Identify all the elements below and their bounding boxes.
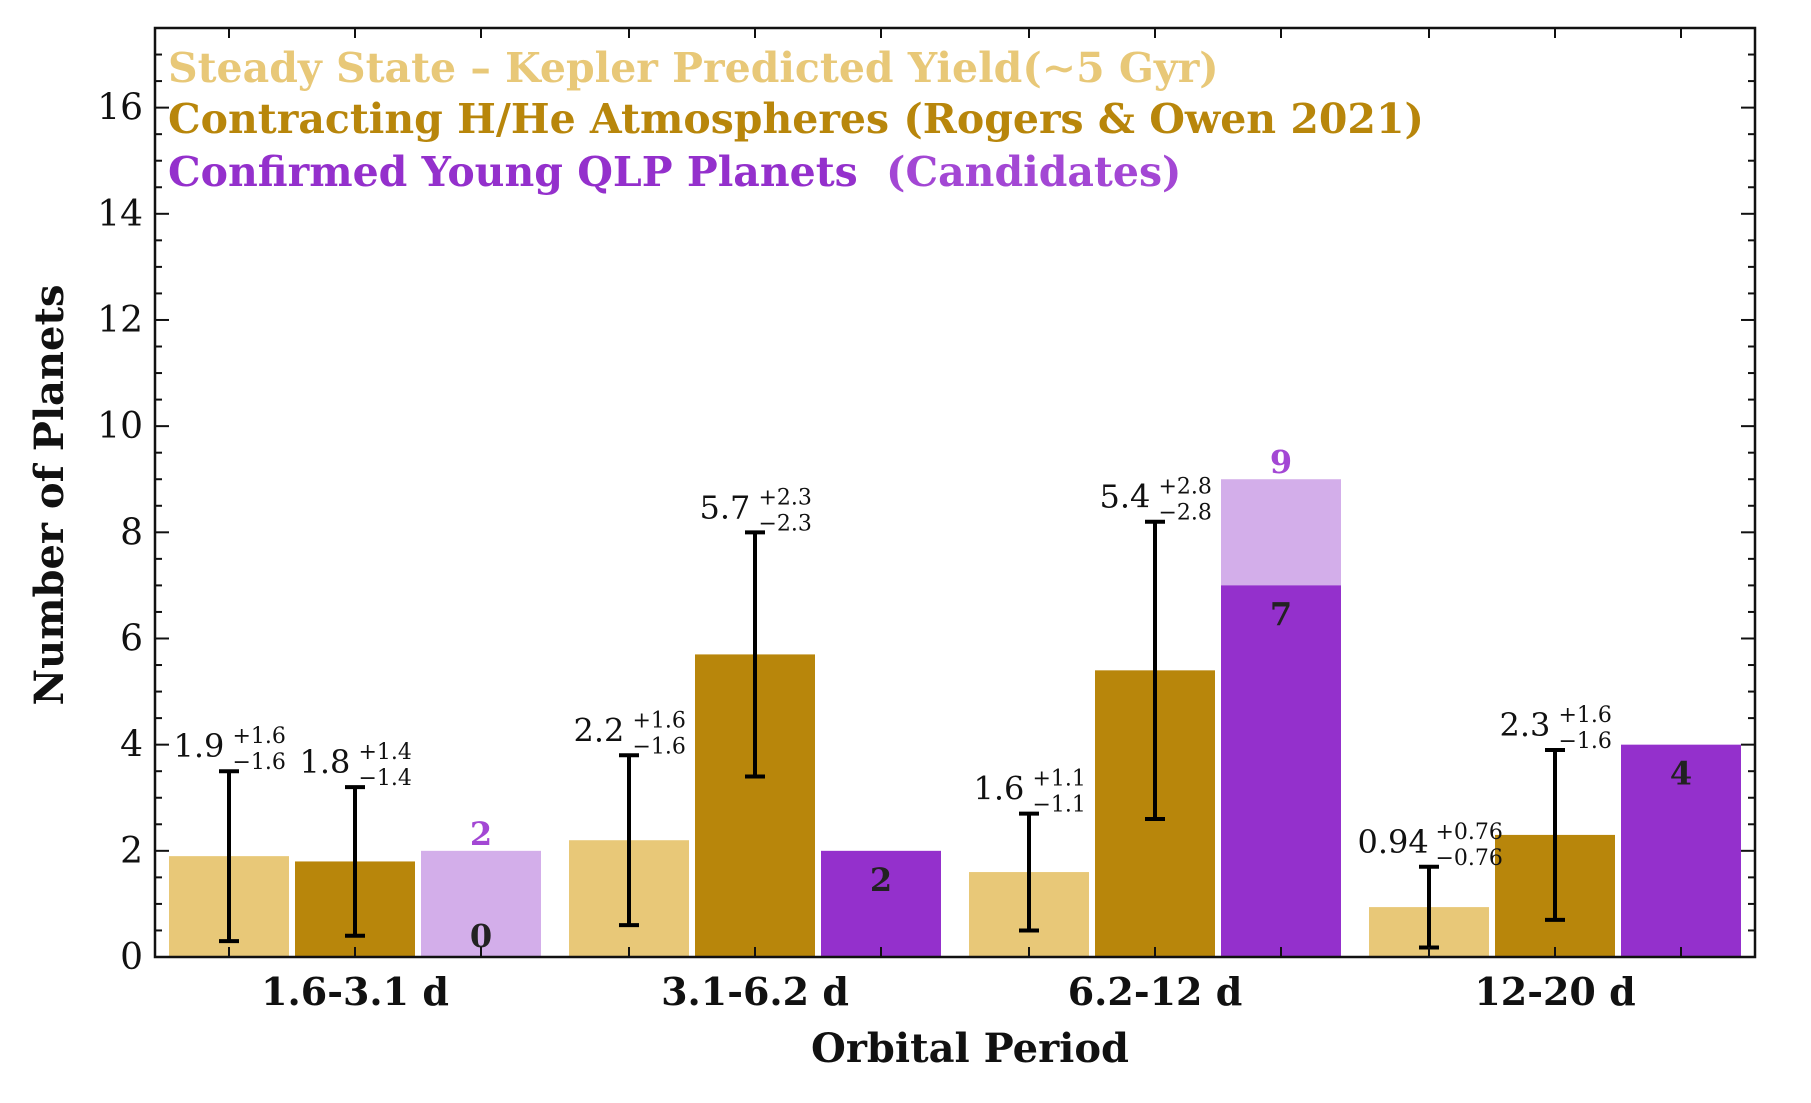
error-bars-layer: [219, 519, 1565, 950]
error-label-contracting-2: 5.4: [1100, 478, 1151, 516]
error-label-contracting-0: 1.8: [300, 743, 351, 781]
y-tick-label-2: 2: [120, 831, 143, 872]
x-axis-title: Orbital Period: [811, 1025, 1129, 1072]
y-tick-label-16: 16: [97, 88, 143, 129]
error-label-plus-contracting-3: +1.6: [1559, 703, 1612, 728]
legend-entry-steady-state: Steady State – Kepler Predicted Yield(∼5…: [168, 44, 1219, 92]
legend: Steady State – Kepler Predicted Yield(∼5…: [168, 44, 1424, 196]
y-tick-label-6: 6: [120, 618, 143, 659]
error-label-steady-3: 0.94: [1358, 823, 1429, 861]
plot-frame: [153, 26, 1757, 959]
count-label-confirmed-3: 4: [1670, 755, 1692, 793]
error-label-plus-steady-3: +0.76: [1436, 820, 1503, 845]
x-tick-label-2: 6.2-12 d: [1068, 969, 1243, 1014]
bars-layer: [169, 479, 1741, 957]
error-label-plus-contracting-2: +2.8: [1159, 475, 1212, 500]
error-label-contracting-3: 2.3: [1500, 706, 1551, 744]
error-label-plus-steady-1: +1.6: [633, 708, 686, 733]
count-label-confirmed-2: 7: [1270, 595, 1292, 633]
error-label-plus-steady-0: +1.6: [233, 724, 286, 749]
error-label-minus-contracting-3: −1.6: [1559, 729, 1612, 754]
y-tick-label-8: 8: [120, 512, 143, 553]
y-tick-label-14: 14: [97, 194, 143, 235]
count-label-confirmed-1: 2: [870, 861, 892, 899]
error-label-minus-steady-3: −0.76: [1436, 846, 1503, 871]
bar-confirmed-1: [821, 850, 941, 957]
error-label-minus-steady-0: −1.6: [233, 750, 286, 775]
x-tick-label-3: 12-20 d: [1474, 969, 1635, 1014]
y-tick-label-0: 0: [120, 937, 143, 978]
x-tick-label-1: 3.1-6.2 d: [661, 969, 849, 1014]
error-label-contracting-1: 5.7: [700, 488, 751, 526]
legend-entry-candidates-label: (Candidates): [886, 148, 1181, 196]
error-label-minus-contracting-1: −2.3: [759, 511, 812, 536]
x-tick-label-0: 1.6-3.1 d: [261, 969, 449, 1014]
bar-confirmed-2: [1221, 585, 1341, 957]
legend-entry-confirmed: Confirmed Young QLP Planets (Candidates): [168, 148, 1181, 196]
error-label-steady-1: 2.2: [574, 711, 625, 749]
error-label-minus-steady-1: −1.6: [633, 734, 686, 759]
count-label-candidates-0: 2: [470, 815, 492, 853]
error-label-steady-2: 1.6: [974, 770, 1025, 808]
error-label-minus-steady-2: −1.1: [1033, 793, 1086, 818]
y-tick-label-4: 4: [120, 725, 143, 766]
count-label-confirmed-0: 0: [470, 917, 492, 955]
error-label-steady-0: 1.9: [174, 727, 225, 765]
error-label-minus-contracting-2: −2.8: [1159, 501, 1212, 526]
bar-confirmed-3: [1621, 744, 1741, 957]
error-label-plus-steady-2: +1.1: [1033, 767, 1086, 792]
y-tick-label-10: 10: [97, 406, 143, 447]
axes-layer: 1.6-3.1 d 3.1-6.2 d 6.2-12 d 12-20 d 0 2 4 6 8 10…: [97, 26, 1757, 1014]
legend-entry-contracting: Contracting H/He Atmospheres (Rogers & O…: [168, 95, 1424, 143]
count-label-candidates-2: 9: [1270, 443, 1292, 481]
legend-entry-confirmed-label: Confirmed Young QLP Planets: [168, 148, 858, 196]
error-label-plus-contracting-0: +1.4: [359, 740, 412, 765]
y-tick-label-12: 12: [97, 300, 143, 341]
error-label-minus-contracting-0: −1.4: [359, 766, 412, 791]
y-axis-title: Number of Planets: [26, 285, 73, 706]
bar-candidates-0: [421, 850, 541, 957]
error-label-plus-contracting-1: +2.3: [759, 485, 812, 510]
